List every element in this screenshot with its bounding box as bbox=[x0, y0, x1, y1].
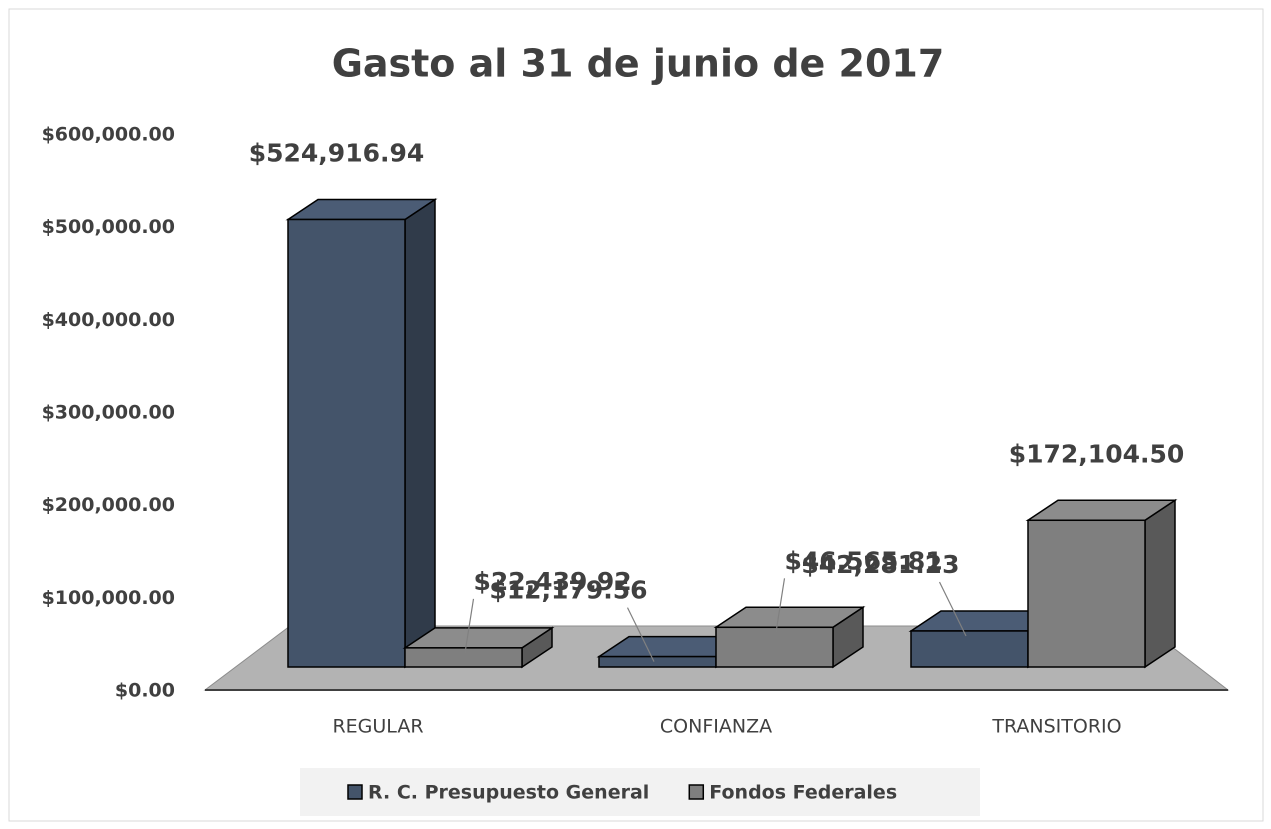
value-label: $46,565.81 bbox=[785, 546, 943, 575]
bar bbox=[910, 630, 1029, 668]
y-tick-label: $600,000.00 bbox=[42, 124, 175, 146]
y-tick-label: $500,000.00 bbox=[42, 216, 175, 238]
bar bbox=[1027, 519, 1146, 668]
x-tick-label: TRANSITORIO bbox=[991, 716, 1121, 738]
chart-title: Gasto al 31 de junio de 2017 bbox=[332, 42, 945, 86]
y-tick-label: $400,000.00 bbox=[42, 309, 175, 331]
legend-box bbox=[300, 768, 980, 816]
chart-frame bbox=[8, 8, 1264, 822]
bar bbox=[287, 218, 406, 668]
legend-swatch bbox=[688, 784, 705, 800]
x-tick-label: REGULAR bbox=[332, 716, 423, 738]
leader-line bbox=[626, 607, 655, 662]
legend-swatch bbox=[347, 784, 363, 800]
leader-line bbox=[938, 581, 967, 637]
bar bbox=[404, 647, 523, 668]
y-tick-label: $100,000.00 bbox=[42, 587, 175, 609]
value-label: $524,916.94 bbox=[249, 138, 425, 167]
x-tick-label: CONFIANZA bbox=[660, 716, 772, 738]
value-label: $22,439.92 bbox=[474, 567, 632, 596]
bar-side bbox=[1144, 498, 1176, 669]
y-tick-label: $200,000.00 bbox=[42, 494, 175, 516]
bar-side bbox=[404, 198, 436, 669]
bar bbox=[598, 655, 717, 668]
value-label: $42,281.23 bbox=[801, 550, 959, 579]
leader-line bbox=[464, 598, 475, 653]
y-tick-label: $300,000.00 bbox=[42, 402, 175, 424]
value-label: $172,104.50 bbox=[1009, 439, 1185, 468]
bar bbox=[715, 626, 834, 668]
y-tick-label: $0.00 bbox=[115, 680, 175, 702]
value-label: $12,179.56 bbox=[489, 576, 647, 605]
legend-label: R. C. Presupuesto General bbox=[368, 782, 649, 804]
leader-line bbox=[775, 578, 786, 633]
legend-label: Fondos Federales bbox=[709, 782, 897, 804]
